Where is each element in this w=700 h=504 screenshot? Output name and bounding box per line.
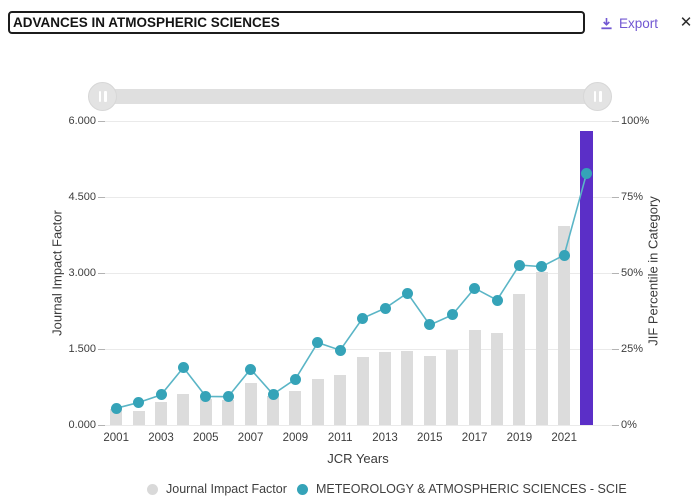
download-icon [600, 17, 613, 30]
x-axis-year-label: 2003 [148, 432, 174, 444]
journal-name-input[interactable] [8, 11, 585, 34]
legend-label-category: METEOROLOGY & ATMOSPHERIC SCIENCES - SCI… [316, 482, 627, 496]
percentile-dot[interactable] [312, 337, 324, 349]
left-tick-mark [98, 121, 105, 122]
x-axis-year-label: 2019 [506, 432, 533, 444]
right-axis-tick-label: 50% [621, 267, 644, 279]
x-axis-title: JCR Years [327, 451, 389, 466]
bar[interactable] [491, 333, 503, 425]
percentile-dot[interactable] [424, 319, 436, 331]
bar[interactable] [558, 225, 571, 425]
percentile-dot[interactable] [110, 402, 122, 414]
percentile-dot[interactable] [289, 373, 301, 385]
right-axis-tick-label: 25% [621, 343, 644, 355]
bar[interactable] [267, 395, 279, 425]
percentile-dot[interactable] [536, 261, 548, 273]
left-axis-tick-label: 3.000 [68, 267, 96, 279]
percentile-dot[interactable] [491, 294, 503, 306]
percentile-dot[interactable] [558, 249, 570, 261]
bar[interactable] [244, 383, 257, 425]
gridline [105, 197, 612, 198]
left-tick-mark [98, 349, 105, 350]
x-axis-year-label: 2013 [372, 432, 398, 444]
gridline [105, 349, 612, 350]
x-axis-year-label: 2011 [327, 432, 353, 444]
bar[interactable] [401, 350, 414, 425]
bar[interactable] [222, 399, 235, 425]
left-tick-mark [98, 425, 105, 426]
export-button[interactable]: Export [600, 13, 658, 33]
year-range-slider-track[interactable] [100, 89, 600, 104]
left-tick-mark [98, 197, 105, 198]
left-axis-tick-label: 1.500 [68, 343, 96, 355]
left-tick-mark [98, 273, 105, 274]
right-axis-tick-label: 0% [621, 419, 637, 431]
bar[interactable] [177, 394, 190, 425]
legend-gray-dot-icon [147, 483, 158, 495]
slider-handle-right[interactable] [583, 82, 612, 111]
x-axis-year-label: 2007 [237, 432, 264, 444]
right-tick-mark [612, 197, 619, 198]
left-axis-tick-label: 6.000 [68, 115, 96, 127]
legend-teal-dot-icon [297, 483, 308, 495]
x-axis-year-label: 2005 [193, 432, 219, 444]
percentile-dot[interactable] [581, 167, 593, 179]
percentile-dot[interactable] [357, 312, 369, 324]
bar[interactable] [199, 398, 212, 425]
x-axis-year-label: 2001 [103, 432, 129, 444]
percentile-dot[interactable] [379, 302, 391, 314]
bar[interactable] [289, 390, 302, 425]
percentile-dot[interactable] [200, 390, 212, 402]
x-axis-year-label: 2021 [551, 432, 577, 444]
bar[interactable] [356, 357, 369, 425]
export-label: Export [619, 15, 659, 31]
bar[interactable] [311, 378, 324, 425]
bar[interactable] [513, 294, 526, 425]
bar[interactable] [132, 410, 145, 425]
percentile-dot[interactable] [401, 287, 413, 299]
percentile-dot[interactable] [267, 388, 279, 400]
bar[interactable] [423, 356, 436, 425]
legend-item-jif[interactable]: Journal Impact Factor [147, 482, 287, 496]
right-tick-mark [612, 349, 619, 350]
bar[interactable] [468, 330, 481, 425]
percentile-dot[interactable] [334, 344, 346, 356]
right-axis-title: JIF Percentile in Category [645, 196, 661, 346]
x-axis-year-label: 2009 [282, 432, 309, 444]
legend-label-jif: Journal Impact Factor [166, 482, 287, 496]
slider-handle-left[interactable] [88, 82, 117, 111]
percentile-dot[interactable] [222, 391, 234, 403]
x-axis-year-label: 2015 [417, 432, 443, 444]
right-axis-tick-label: 75% [621, 191, 644, 203]
percentile-dot[interactable] [469, 282, 481, 294]
bar-highlighted-2022[interactable] [580, 130, 594, 425]
gridline [105, 273, 612, 274]
percentile-line [116, 173, 588, 410]
percentile-dot[interactable] [133, 397, 145, 408]
percentile-dot[interactable] [446, 309, 458, 321]
percentile-dot[interactable] [177, 362, 189, 374]
percentile-dot[interactable] [245, 363, 257, 375]
x-axis-year-label: 2017 [461, 432, 488, 444]
left-axis-tick-label: 0.000 [68, 419, 96, 431]
right-tick-mark [612, 425, 619, 426]
left-axis-tick-label: 4.500 [68, 191, 96, 203]
percentile-dot[interactable] [513, 259, 525, 271]
percentile-dot[interactable] [155, 389, 167, 401]
bar[interactable] [334, 374, 347, 425]
close-icon[interactable]: ✕ [676, 12, 696, 32]
bar[interactable] [155, 401, 167, 425]
bar[interactable] [379, 352, 391, 425]
gridline [105, 121, 612, 122]
legend-item-category[interactable]: METEOROLOGY & ATMOSPHERIC SCIENCES - SCI… [297, 482, 627, 496]
bar[interactable] [535, 272, 548, 425]
right-tick-mark [612, 121, 619, 122]
chart-legend: Journal Impact Factor METEOROLOGY & ATMO… [0, 482, 700, 496]
gridline [105, 425, 612, 426]
right-axis-tick-label: 100% [621, 115, 650, 127]
right-tick-mark [612, 273, 619, 274]
bar[interactable] [446, 349, 459, 425]
